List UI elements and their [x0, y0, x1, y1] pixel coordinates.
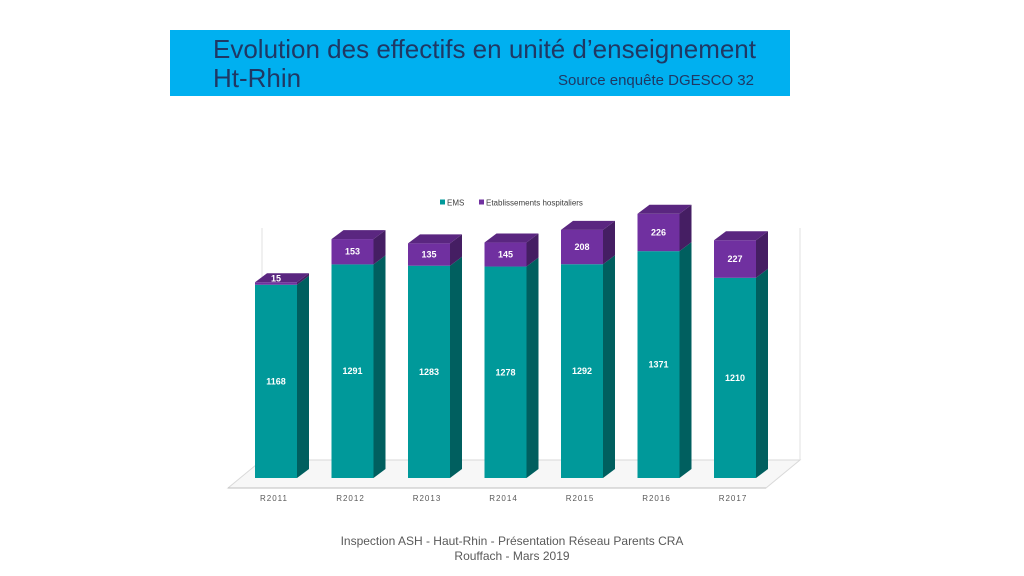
data-label-ems-R2013: 1283	[419, 367, 439, 377]
bar-ems-R2015-side	[603, 255, 615, 478]
bar-hospital-R2015-top	[561, 220, 615, 230]
x-tick-label-R2012: R2012	[336, 494, 365, 503]
bar-ems-R2012-front	[331, 264, 374, 478]
bar-hospital-R2017-top	[714, 231, 768, 241]
bar-hospital-R2015-side	[603, 220, 615, 265]
legend-swatch-ems	[440, 199, 445, 205]
bar-group-R2015: 1292 208	[561, 220, 615, 478]
footer: Inspection ASH - Haut-Rhin - Présentatio…	[0, 534, 1024, 564]
bar-hospital-R2016-front	[637, 213, 680, 252]
bar-group-R2016: 1371 226	[637, 204, 692, 478]
x-tick-label-R2013: R2013	[413, 494, 442, 503]
bar-ems-R2014-front	[484, 266, 527, 478]
legend-label-hospital: Etablissements hospitaliers	[486, 199, 583, 208]
bar-hospital-R2013-side	[450, 234, 462, 266]
bar-ems-R2014-side	[526, 257, 539, 478]
x-tick-label-R2014: R2014	[489, 494, 518, 503]
bar-hospital-R2016-side	[679, 204, 692, 252]
bar-hospital-R2012-top	[331, 230, 386, 240]
bar-ems-R2016-side	[679, 242, 692, 478]
data-label-ems-R2017: 1210	[725, 373, 745, 383]
bar-ems-R2015-front	[561, 264, 603, 478]
data-label-hospital-R2014: 145	[498, 250, 513, 260]
bar-hospital-R2011-side	[297, 273, 309, 285]
bar-hospital-R2013-top	[408, 234, 462, 244]
data-label-hospital-R2011: 15	[271, 273, 281, 283]
bar-group-R2013: 1283 135	[408, 234, 462, 478]
bar-hospital-R2013-front	[408, 243, 450, 266]
bar-group-R2012: 1291 153	[331, 230, 386, 478]
x-tick-label-R2016: R2016	[642, 494, 671, 503]
legend: EMS Etablissements hospitaliers	[440, 199, 583, 208]
bar-ems-R2012-side	[373, 255, 386, 478]
bar-hospital-R2017-front	[714, 240, 756, 278]
bar-hospital-R2011-top	[255, 273, 309, 283]
x-tick-label-R2017: R2017	[719, 494, 748, 503]
data-label-hospital-R2013: 135	[421, 250, 436, 260]
bars: 1168 15 1291 153 1283 135 1278 145 1292 208 1371 22…	[255, 204, 768, 478]
bar-hospital-R2011-front	[255, 282, 297, 285]
title-banner: Evolution des effectifs en unité d’ensei…	[170, 30, 790, 96]
legend-label-ems: EMS	[447, 199, 464, 208]
data-label-ems-R2016: 1371	[648, 360, 668, 370]
bar-hospital-R2014-side	[526, 233, 539, 267]
bar-ems-R2013-front	[408, 265, 450, 478]
legend-swatch-hospital	[479, 199, 484, 205]
data-label-hospital-R2012: 153	[345, 247, 360, 257]
footer-line2: Rouffach - Mars 2019	[454, 549, 570, 563]
bar-hospital-R2012-front	[331, 239, 374, 265]
chart-subtitle: Ht-Rhin	[213, 63, 302, 93]
data-label-ems-R2011: 1168	[266, 376, 286, 386]
bar-group-R2011: 1168 15	[255, 273, 309, 478]
bar-ems-R2013-side	[450, 256, 462, 478]
bar-hospital-R2017-side	[756, 231, 768, 278]
bar-hospital-R2014-top	[484, 233, 539, 243]
x-tick-label-R2015: R2015	[566, 494, 595, 503]
data-label-hospital-R2016: 226	[651, 227, 666, 237]
bar-hospital-R2014-front	[484, 242, 527, 267]
bar-ems-R2016-front	[637, 251, 680, 478]
bar-ems-R2011-side	[297, 275, 309, 478]
bar-hospital-R2016-top	[637, 204, 692, 214]
bar-hospital-R2012-side	[373, 230, 386, 265]
source-note: Source enquête DGESCO 32	[558, 72, 754, 89]
data-label-hospital-R2015: 208	[574, 242, 589, 252]
bar-ems-R2011-front	[255, 284, 297, 478]
data-label-ems-R2014: 1278	[495, 367, 515, 377]
data-label-hospital-R2017: 227	[727, 254, 742, 264]
bar-hospital-R2015-front	[561, 229, 603, 265]
bar-ems-R2017-side	[756, 268, 768, 478]
bar-ems-R2017-front	[714, 277, 756, 478]
x-tick-label-R2011: R2011	[260, 494, 288, 503]
bar-group-R2017: 1210 227	[714, 231, 768, 478]
bar-group-R2014: 1278 145	[484, 233, 539, 478]
chart-title: Evolution des effectifs en unité d’ensei…	[213, 34, 756, 64]
data-label-ems-R2012: 1291	[342, 366, 362, 376]
footer-line1: Inspection ASH - Haut-Rhin - Présentatio…	[340, 534, 684, 548]
x-axis: R2011 R2012 R2013 R2014 R2015 R2016 R2017	[260, 494, 748, 503]
data-label-ems-R2015: 1292	[572, 366, 592, 376]
